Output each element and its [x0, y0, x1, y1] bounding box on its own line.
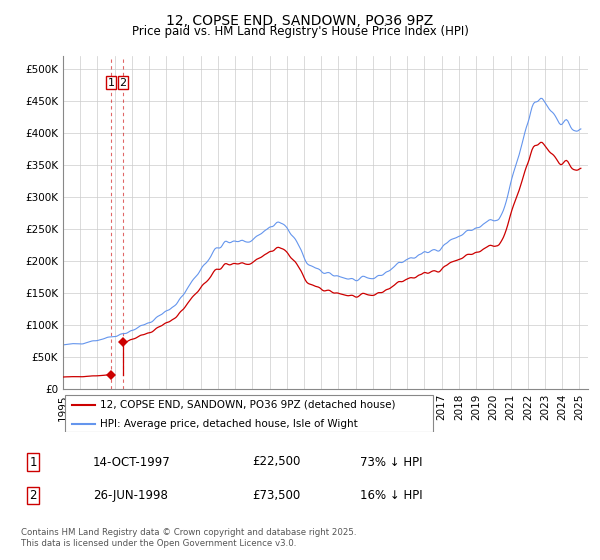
- Text: 14-OCT-1997: 14-OCT-1997: [93, 455, 171, 469]
- Text: 12, COPSE END, SANDOWN, PO36 9PZ (detached house): 12, COPSE END, SANDOWN, PO36 9PZ (detach…: [100, 399, 396, 409]
- Text: Price paid vs. HM Land Registry's House Price Index (HPI): Price paid vs. HM Land Registry's House …: [131, 25, 469, 38]
- Text: 2: 2: [119, 78, 127, 88]
- FancyBboxPatch shape: [65, 395, 433, 432]
- Text: 26-JUN-1998: 26-JUN-1998: [93, 489, 168, 502]
- Text: 1: 1: [29, 455, 37, 469]
- Text: 73% ↓ HPI: 73% ↓ HPI: [360, 455, 422, 469]
- Text: 2: 2: [29, 489, 37, 502]
- Text: £22,500: £22,500: [252, 455, 301, 469]
- Text: Contains HM Land Registry data © Crown copyright and database right 2025.
This d: Contains HM Land Registry data © Crown c…: [21, 528, 356, 548]
- Text: £73,500: £73,500: [252, 489, 300, 502]
- Text: 1: 1: [107, 78, 115, 88]
- Text: 12, COPSE END, SANDOWN, PO36 9PZ: 12, COPSE END, SANDOWN, PO36 9PZ: [166, 14, 434, 28]
- Text: 16% ↓ HPI: 16% ↓ HPI: [360, 489, 422, 502]
- Text: HPI: Average price, detached house, Isle of Wight: HPI: Average price, detached house, Isle…: [100, 419, 358, 429]
